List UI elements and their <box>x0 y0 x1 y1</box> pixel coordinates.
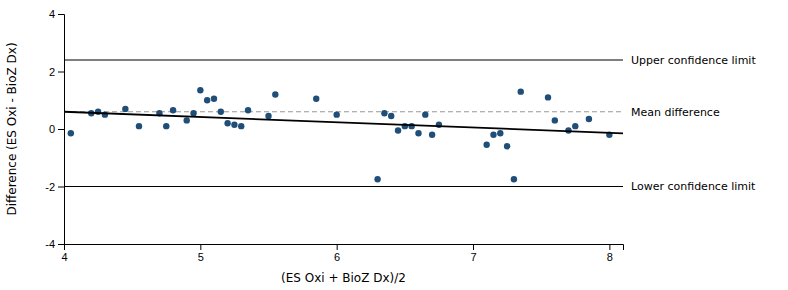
point <box>68 130 74 136</box>
point <box>122 106 128 112</box>
point <box>374 176 380 182</box>
x-axis-title: (ES Oxi + BioZ Dx)/2 <box>281 271 406 285</box>
tick: 0 <box>49 123 64 135</box>
tick-mark <box>609 244 610 250</box>
point <box>586 116 592 122</box>
trend-line <box>64 112 623 134</box>
tick-mark <box>58 14 64 15</box>
tick-label: 4 <box>49 8 55 20</box>
point <box>402 123 408 129</box>
tick: 2 <box>49 66 64 78</box>
point <box>483 142 489 148</box>
plot: 4 5 6 7 8 -4 -2 0 2 4 <box>45 8 623 263</box>
tick-label: 0 <box>49 123 55 135</box>
point <box>245 107 251 113</box>
point <box>265 113 271 119</box>
tick: 6 <box>334 244 340 263</box>
tick-label: 4 <box>61 251 67 263</box>
point <box>490 132 496 138</box>
marks <box>64 60 623 187</box>
point <box>415 130 421 136</box>
annotation: Lower confidence limit <box>631 180 756 193</box>
tick-label: 8 <box>607 251 613 263</box>
x-axis: 4 5 6 7 8 <box>61 244 623 263</box>
reference-lines <box>64 60 623 187</box>
tick: 8 <box>607 244 613 263</box>
point <box>381 110 387 116</box>
point <box>272 91 278 97</box>
point <box>395 127 401 133</box>
axis-line <box>58 15 65 245</box>
point <box>545 94 551 100</box>
point <box>190 110 196 116</box>
point <box>313 96 319 102</box>
tick-mark <box>337 244 338 250</box>
y-axis-title: Difference (ES Oxi - BioZ Dx) <box>5 42 19 215</box>
reference-line <box>64 186 623 187</box>
tick-label: 6 <box>334 251 340 263</box>
point <box>204 97 210 103</box>
y-axis: -4 -2 0 2 4 <box>45 8 64 250</box>
tick-mark <box>58 244 64 245</box>
point <box>572 123 578 129</box>
tick-mark <box>58 129 64 130</box>
tick-label: -2 <box>45 181 55 193</box>
tick: 5 <box>198 244 204 263</box>
axis-line <box>65 245 624 251</box>
tick: 7 <box>470 244 476 263</box>
point <box>163 123 169 129</box>
tick-mark <box>58 72 64 73</box>
point <box>170 107 176 113</box>
tick-label: -4 <box>45 238 55 250</box>
point <box>429 132 435 138</box>
annotation: Upper confidence limit <box>631 54 756 67</box>
tick-label: 2 <box>49 66 55 78</box>
point <box>388 113 394 119</box>
point <box>511 176 517 182</box>
chart: 4 5 6 7 8 -4 -2 0 2 4 (ES Oxi + BioZ Dx)/2 Differen… <box>0 0 788 290</box>
tick: 4 <box>49 8 64 20</box>
point <box>333 111 339 117</box>
point <box>224 120 230 126</box>
annotation: Mean difference <box>631 106 720 119</box>
point <box>184 117 190 123</box>
point <box>218 109 224 115</box>
point <box>552 117 558 123</box>
point <box>136 123 142 129</box>
tick-mark <box>58 187 64 188</box>
tick: -4 <box>45 238 64 250</box>
tick: 4 <box>61 244 67 263</box>
tick: -2 <box>45 181 64 193</box>
tick-label: 5 <box>198 251 204 263</box>
tick-mark <box>473 244 474 250</box>
tick-label: 7 <box>470 251 476 263</box>
point <box>211 96 217 102</box>
point <box>238 123 244 129</box>
point <box>518 88 524 94</box>
tick-mark <box>200 244 201 250</box>
point <box>197 87 203 93</box>
reference-line <box>64 111 623 112</box>
annotations: Upper confidence limit Mean difference Low… <box>631 54 756 194</box>
point <box>497 130 503 136</box>
reference-line <box>64 59 623 60</box>
point <box>504 143 510 149</box>
point <box>422 111 428 117</box>
scatter-points <box>68 87 613 183</box>
point <box>231 121 237 127</box>
